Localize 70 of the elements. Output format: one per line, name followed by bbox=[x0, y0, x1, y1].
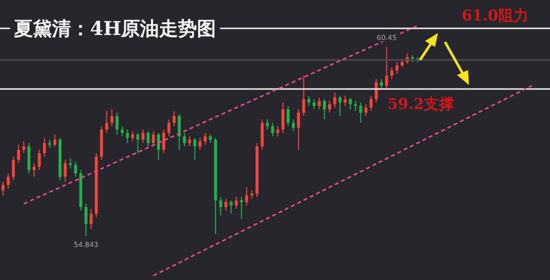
candlestick bbox=[32, 162, 36, 178]
candlestick bbox=[188, 136, 192, 147]
candlestick bbox=[395, 62, 398, 74]
candlestick bbox=[90, 208, 93, 230]
candlestick bbox=[370, 95, 373, 112]
candlestick bbox=[12, 156, 15, 181]
candlestick bbox=[131, 130, 134, 142]
candlestick bbox=[260, 118, 264, 150]
candlestick bbox=[22, 140, 26, 154]
candlestick bbox=[338, 95, 342, 117]
candlestick bbox=[234, 196, 238, 210]
candlestick bbox=[333, 92, 336, 108]
candlestick bbox=[296, 108, 300, 150]
candlestick bbox=[271, 122, 274, 137]
candlestick bbox=[38, 149, 41, 171]
candlestick bbox=[312, 98, 316, 110]
candlestick bbox=[110, 108, 114, 127]
ref-line-label: 59.2支撑 bbox=[387, 95, 454, 114]
candlestick bbox=[120, 126, 124, 137]
candlestick bbox=[245, 186, 248, 206]
candlestick bbox=[380, 78, 383, 90]
text: 夏黛清：4H原油走势图 bbox=[10, 14, 220, 44]
candlestick bbox=[178, 114, 181, 150]
candlestick bbox=[42, 137, 46, 158]
candlestick bbox=[354, 100, 358, 112]
candlestick bbox=[182, 132, 186, 147]
candlestick bbox=[193, 137, 196, 160]
candlestick bbox=[162, 129, 166, 154]
candlestick bbox=[281, 102, 284, 134]
candlestick bbox=[64, 159, 67, 182]
candlestick bbox=[318, 96, 321, 110]
candlestick bbox=[146, 130, 150, 147]
candlestick bbox=[292, 118, 295, 132]
candlestick bbox=[172, 110, 176, 127]
candlestick bbox=[364, 104, 368, 117]
candlestick bbox=[307, 95, 310, 106]
candlestick bbox=[230, 200, 233, 214]
candlestick bbox=[136, 132, 140, 154]
candlestick bbox=[198, 137, 202, 150]
candlestick bbox=[286, 105, 290, 127]
candlestick bbox=[141, 129, 144, 144]
candlestick bbox=[84, 203, 88, 237]
candlestick bbox=[385, 46, 388, 90]
candlestick bbox=[17, 144, 20, 164]
candlestick bbox=[53, 134, 56, 147]
candlestick bbox=[105, 110, 108, 134]
candlestick bbox=[157, 132, 160, 160]
candlestick bbox=[328, 100, 332, 114]
ref-line-label: 61.0阻力 bbox=[462, 6, 528, 24]
candlestick bbox=[240, 196, 243, 220]
candlestick bbox=[219, 196, 222, 216]
candlestick bbox=[2, 181, 5, 196]
candlestick bbox=[74, 161, 78, 178]
candlestick bbox=[167, 118, 170, 137]
candlestick bbox=[152, 130, 155, 147]
candlestick bbox=[390, 66, 394, 80]
candlestick bbox=[68, 158, 72, 169]
candlestick bbox=[322, 98, 326, 120]
candlestick bbox=[302, 75, 306, 117]
candlestick bbox=[348, 96, 352, 110]
candlestick bbox=[116, 112, 119, 136]
candlestick bbox=[359, 102, 362, 124]
candlestick bbox=[6, 172, 10, 190]
candlestick bbox=[344, 95, 347, 106]
candlestick bbox=[224, 198, 228, 212]
candlestick bbox=[266, 118, 269, 130]
candlestick bbox=[126, 129, 129, 144]
candlestick bbox=[27, 142, 30, 174]
candlestick bbox=[276, 126, 280, 137]
candlestick bbox=[204, 132, 207, 146]
